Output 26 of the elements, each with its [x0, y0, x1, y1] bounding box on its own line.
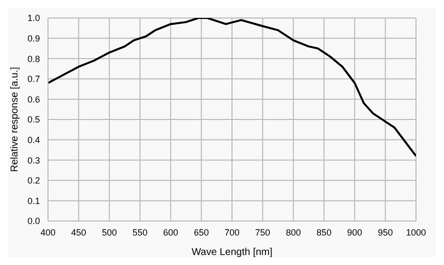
- x-tick-label: 1000: [406, 227, 426, 238]
- y-tick-label: 0.9: [27, 33, 40, 44]
- x-tick-label: 600: [163, 227, 178, 238]
- y-tick-label: 0.8: [27, 54, 40, 64]
- y-tick-label: 0.4: [27, 134, 40, 145]
- y-tick-label: 0.1: [27, 196, 40, 206]
- x-axis-title: Wave Length [nm]: [192, 247, 273, 258]
- y-axis-title: Relative response [a.u.]: [10, 66, 21, 172]
- x-tick-label: 800: [286, 227, 301, 238]
- x-tick-label: 450: [71, 227, 86, 238]
- x-tick-label: 950: [378, 227, 393, 238]
- x-tick-label: 550: [132, 227, 148, 238]
- y-tick-label: 0.2: [27, 176, 40, 186]
- y-tick-label: 0.3: [27, 155, 40, 166]
- y-tick-label: 0.7: [27, 74, 40, 84]
- x-tick-label: 500: [102, 227, 117, 238]
- y-tick-label: 0.0: [27, 216, 40, 226]
- x-tick-label: 400: [40, 227, 56, 238]
- y-tick-label: 0.5: [27, 114, 40, 125]
- x-tick-label: 900: [347, 227, 362, 238]
- x-tick-label: 700: [224, 227, 240, 238]
- x-tick-label: 650: [194, 227, 209, 238]
- y-tick-label: 1.0: [27, 13, 40, 24]
- x-tick-label: 850: [316, 227, 332, 238]
- x-tick-label: 750: [255, 227, 270, 238]
- y-tick-label: 0.6: [27, 94, 40, 104]
